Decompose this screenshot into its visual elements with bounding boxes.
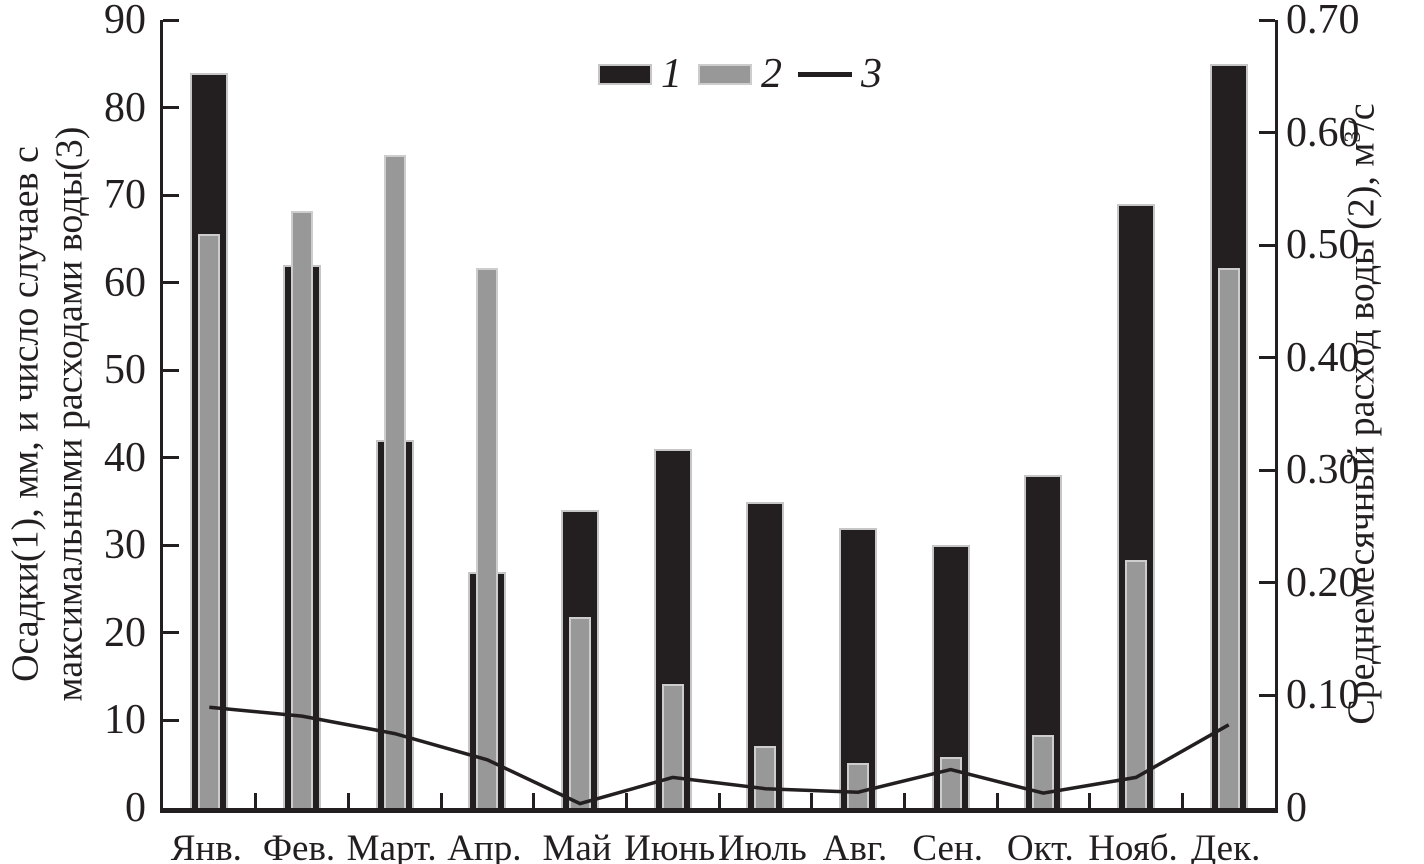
plot-area [160, 18, 1278, 813]
right-tick-label: 0.60 [1286, 109, 1360, 156]
discharge-bar-4 [476, 267, 499, 808]
right-tick-label: 0.70 [1286, 0, 1360, 43]
left-tick-label: 30 [104, 522, 146, 569]
x-tick-label: Янв. [170, 828, 242, 864]
right-axis-tick [1259, 581, 1275, 585]
x-tick-label: Апр. [447, 828, 522, 864]
left-tick-label: 10 [104, 697, 146, 744]
legend-label-3: 3 [861, 51, 882, 97]
x-axis-labels: Янв. Фев. Март. Апр. Май Июнь Июль Авг. Сен. Окт.… [160, 824, 1272, 864]
right-axis-tick [1259, 693, 1275, 697]
right-axis-tick [1259, 468, 1275, 472]
left-tick-label: 40 [104, 434, 146, 481]
right-axis-tick [1259, 356, 1275, 360]
legend-swatch-black-bar [598, 63, 652, 85]
x-axis-tick [254, 793, 258, 808]
x-tick-label: Дек. [1190, 828, 1261, 864]
x-tick-label: Июль [717, 828, 807, 864]
x-axis-tick [532, 793, 536, 808]
left-tick-label: 20 [104, 609, 146, 656]
right-axis-tick [1259, 131, 1275, 135]
left-axis-tick-labels: 90 80 70 60 50 40 30 20 10 0 [0, 0, 146, 829]
x-tick-label: Март. [346, 828, 437, 864]
discharge-bar-1 [198, 233, 221, 808]
x-tick-label: Авг. [822, 828, 888, 864]
x-axis-tick [810, 793, 814, 808]
x-tick-label: Нояб. [1088, 828, 1178, 864]
discharge-bar-5 [569, 616, 591, 808]
right-axis-tick [1259, 243, 1275, 247]
x-axis-tick [624, 793, 628, 808]
right-tick-label: 0.20 [1286, 559, 1360, 606]
left-axis-tick [163, 718, 179, 722]
left-axis-tick [163, 106, 179, 110]
max-discharge-cases-line [209, 705, 1230, 806]
x-axis-tick [717, 793, 721, 808]
x-tick-label: Сен. [912, 828, 983, 864]
legend-swatch-gray-bar [698, 63, 752, 85]
left-axis-tick [163, 543, 179, 547]
right-tick-label: 0 [1286, 785, 1307, 831]
left-tick-label: 70 [104, 172, 146, 219]
discharge-bar-7 [754, 746, 777, 808]
x-tick-label: Июнь [624, 828, 716, 864]
left-axis-tick [163, 18, 179, 22]
x-axis-tick [902, 793, 906, 808]
x-axis-tick [1180, 793, 1184, 808]
right-tick-label: 0.30 [1286, 447, 1360, 494]
x-axis-tick [995, 793, 999, 808]
left-axis-tick [163, 193, 179, 197]
discharge-bar-10 [1032, 734, 1055, 808]
legend-item-2: 2 [698, 50, 782, 98]
legend: 1 2 3 [598, 50, 882, 98]
left-axis-tick [163, 456, 179, 460]
discharge-bar-2 [291, 211, 313, 808]
x-tick-label: Окт. [1006, 828, 1074, 864]
legend-item-1: 1 [598, 50, 682, 98]
right-axis-tick [1259, 18, 1275, 22]
x-axis-tick [346, 793, 350, 808]
left-tick-label: 80 [104, 84, 146, 131]
left-axis-tick [163, 631, 179, 635]
left-tick-label: 0 [125, 785, 146, 831]
right-tick-label: 0.50 [1286, 222, 1360, 269]
left-tick-label: 50 [104, 347, 146, 394]
left-axis-tick [163, 368, 179, 372]
legend-item-3: 3 [798, 50, 882, 98]
right-axis-tick-labels: 0.70 0.60 0.50 0.40 0.30 0.20 0.10 0 [1286, 0, 1422, 829]
precipitation-bar-8 [839, 527, 877, 808]
left-tick-label: 60 [104, 259, 146, 306]
cases-line-path [209, 705, 1230, 806]
right-tick-label: 0.40 [1286, 334, 1360, 381]
discharge-bar-11 [1125, 560, 1147, 808]
x-tick-label: Фев. [262, 828, 336, 864]
left-tick-label: 90 [104, 0, 146, 43]
x-axis-tick [1088, 793, 1092, 808]
x-axis-tick [439, 793, 443, 808]
right-tick-label: 0.10 [1286, 672, 1360, 719]
x-tick-label: Май [542, 828, 612, 864]
left-axis-tick [163, 281, 179, 285]
legend-label-1: 1 [661, 51, 682, 97]
discharge-bar-8 [847, 762, 869, 808]
legend-label-2: 2 [761, 51, 782, 97]
discharge-bar-3 [383, 155, 406, 808]
discharge-bar-12 [1217, 267, 1240, 808]
legend-swatch-line [798, 71, 852, 77]
